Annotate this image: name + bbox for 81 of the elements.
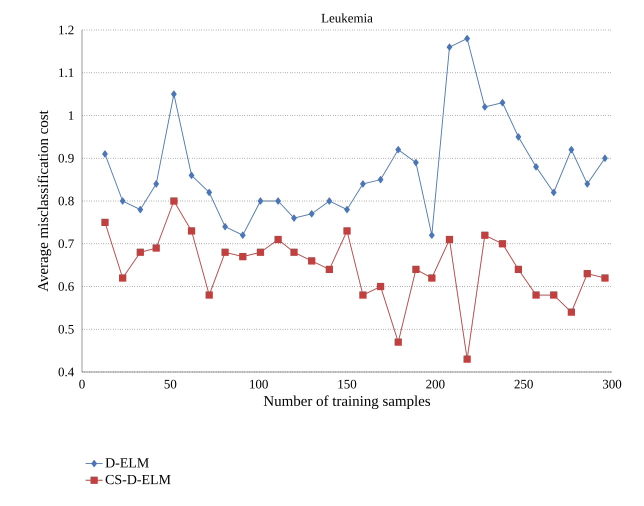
point bbox=[171, 90, 177, 98]
point bbox=[291, 214, 297, 222]
point bbox=[568, 308, 576, 316]
point bbox=[170, 197, 178, 205]
y-tick-label: 0.4 bbox=[58, 368, 74, 376]
point bbox=[120, 197, 126, 205]
point bbox=[533, 163, 539, 170]
y-tick-label: 0.9 bbox=[58, 154, 74, 163]
legend-label: CS-D-ELM bbox=[106, 474, 171, 484]
point bbox=[188, 172, 194, 179]
point bbox=[516, 133, 522, 141]
point bbox=[601, 274, 609, 282]
point bbox=[359, 291, 367, 299]
point bbox=[498, 240, 506, 248]
point bbox=[568, 146, 574, 154]
point bbox=[343, 227, 351, 235]
point bbox=[102, 150, 108, 158]
point bbox=[428, 274, 436, 282]
point bbox=[222, 223, 228, 230]
point bbox=[344, 206, 350, 214]
point bbox=[464, 34, 470, 42]
point bbox=[550, 188, 557, 196]
point bbox=[221, 248, 229, 256]
point bbox=[101, 218, 109, 226]
x-axis-title: Number of training samples bbox=[264, 395, 430, 410]
point bbox=[464, 356, 471, 363]
y-tick-label: 1.1 bbox=[59, 68, 74, 78]
point bbox=[584, 180, 590, 188]
point bbox=[326, 266, 333, 274]
x-tick-label: 300 bbox=[602, 380, 622, 389]
point bbox=[206, 188, 212, 196]
point bbox=[412, 266, 420, 274]
point bbox=[290, 248, 298, 256]
legend-label: D-ELM bbox=[105, 458, 149, 468]
point bbox=[153, 180, 160, 188]
y-tick-label: 0.8 bbox=[58, 196, 74, 206]
x-tick-label: 200 bbox=[426, 380, 445, 389]
x-tick-label: 50 bbox=[164, 380, 176, 389]
point bbox=[395, 146, 402, 154]
point bbox=[500, 99, 506, 106]
chart-title: Leukemia bbox=[321, 13, 373, 23]
point bbox=[206, 291, 213, 299]
x-tick-label: 150 bbox=[338, 380, 356, 389]
point bbox=[136, 248, 144, 256]
point bbox=[275, 197, 281, 205]
point bbox=[376, 282, 384, 290]
x-tick-label: 100 bbox=[250, 380, 268, 389]
y-tick-label: 0.5 bbox=[58, 324, 74, 334]
point bbox=[584, 270, 591, 278]
point bbox=[274, 236, 282, 244]
point bbox=[258, 197, 264, 205]
point bbox=[256, 248, 264, 256]
point bbox=[481, 232, 488, 239]
point bbox=[326, 197, 332, 205]
y-axis-title: Average misclassification cost bbox=[37, 110, 52, 292]
point bbox=[240, 232, 246, 239]
point bbox=[413, 158, 419, 166]
y-tick-label: 0.6 bbox=[58, 282, 74, 291]
point bbox=[446, 43, 452, 51]
point bbox=[118, 274, 126, 282]
y-tick-label: 0.7 bbox=[58, 239, 74, 248]
x-tick-label: 0 bbox=[79, 380, 85, 389]
point bbox=[152, 244, 160, 252]
y-tick-label: 1.2 bbox=[59, 26, 74, 34]
point bbox=[188, 227, 196, 235]
y-tick-label: 1 bbox=[68, 111, 74, 120]
point bbox=[428, 232, 435, 239]
point bbox=[137, 206, 144, 214]
point bbox=[514, 266, 522, 274]
point bbox=[482, 103, 488, 111]
point bbox=[378, 176, 384, 184]
point bbox=[532, 291, 540, 299]
point bbox=[550, 291, 558, 299]
point bbox=[394, 338, 402, 346]
point bbox=[446, 236, 454, 244]
x-tick-label: 250 bbox=[514, 380, 533, 389]
point bbox=[308, 257, 316, 264]
point bbox=[602, 154, 608, 162]
point bbox=[360, 180, 366, 188]
point bbox=[239, 252, 246, 260]
point bbox=[308, 210, 315, 218]
